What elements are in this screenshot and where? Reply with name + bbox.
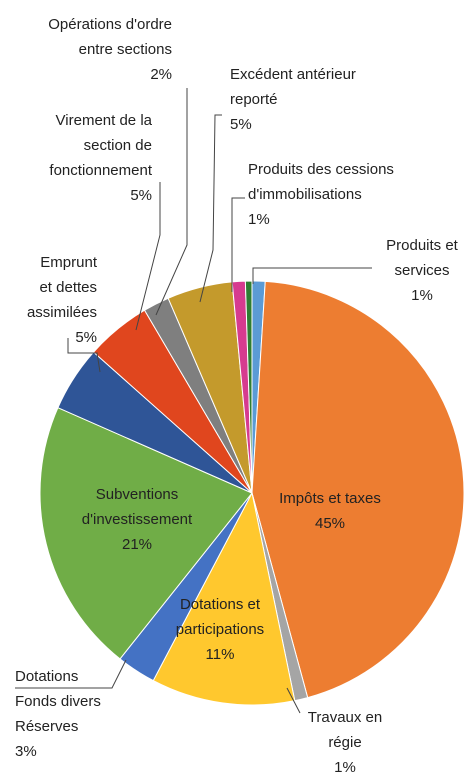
value-label: 45% <box>314 515 346 532</box>
slice-label: Produits des cessions d'immobilisations 1… <box>248 157 413 232</box>
page: {"chart_data": {"type": "pie", "categori… <box>15 12 472 776</box>
leader-line <box>155 88 188 316</box>
pie-slice <box>244 280 253 494</box>
category-name: Impôts et taxes <box>279 490 381 507</box>
value-label: 11% <box>205 646 235 663</box>
value-label: 5% <box>230 116 252 133</box>
value-label: 5% <box>130 187 152 204</box>
leader-line <box>199 114 222 303</box>
category-name: Emprunt et dettes assimilées <box>26 254 97 321</box>
value-label: 5% <box>75 329 97 346</box>
category-name: Travaux en régie <box>307 709 383 751</box>
pie-slice <box>39 407 253 660</box>
category-name: Virement de la section de fonctionnement <box>49 112 152 179</box>
value-label: 1% <box>334 759 356 776</box>
category-name: Subventions d'investissement <box>81 486 193 528</box>
pie-slice <box>152 491 296 706</box>
chart <box>15 88 465 714</box>
leader-line <box>231 197 245 292</box>
slice-label: Excédent antérieur reporté 5% <box>230 62 370 137</box>
category-name: Excédent antérieur reporté <box>230 66 356 108</box>
slice-label: Dotations et participations 11% <box>160 592 280 667</box>
leader-line <box>286 687 301 714</box>
value-label: 3% <box>15 743 37 760</box>
slice-label: Produits et services 1% <box>372 233 472 308</box>
leader-line <box>15 659 127 689</box>
value-label: 1% <box>248 211 270 228</box>
category-name: Produits des cessions d'immobilisations <box>248 161 394 203</box>
slice-label: Emprunt et dettes assimilées 5% <box>25 250 97 350</box>
value-label: 2% <box>150 66 172 83</box>
value-label: 21% <box>121 536 153 553</box>
leader-line <box>67 338 101 373</box>
slice-label: Impôts et taxes 45% <box>260 486 400 536</box>
category-name: Dotations et participations <box>175 596 265 638</box>
pie-slice <box>251 280 465 699</box>
leader-line <box>252 267 372 284</box>
category-name: Produits et services <box>386 237 458 279</box>
slice-label: Subventions d'investissement 21% <box>62 482 212 557</box>
slice-label: Dotations Fonds divers Réserves 3% <box>15 664 110 764</box>
slice-label: Travaux en régie 1% <box>290 705 400 780</box>
leader-line <box>135 182 161 331</box>
slice-label: Virement de la section de fonctionnement… <box>42 108 152 208</box>
slice-label: Opérations d'ordre entre sections 2% <box>37 12 172 87</box>
value-label: 1% <box>411 287 433 304</box>
category-name: Opérations d'ordre entre sections <box>48 16 172 58</box>
category-name: Dotations Fonds divers Réserves <box>15 668 101 735</box>
